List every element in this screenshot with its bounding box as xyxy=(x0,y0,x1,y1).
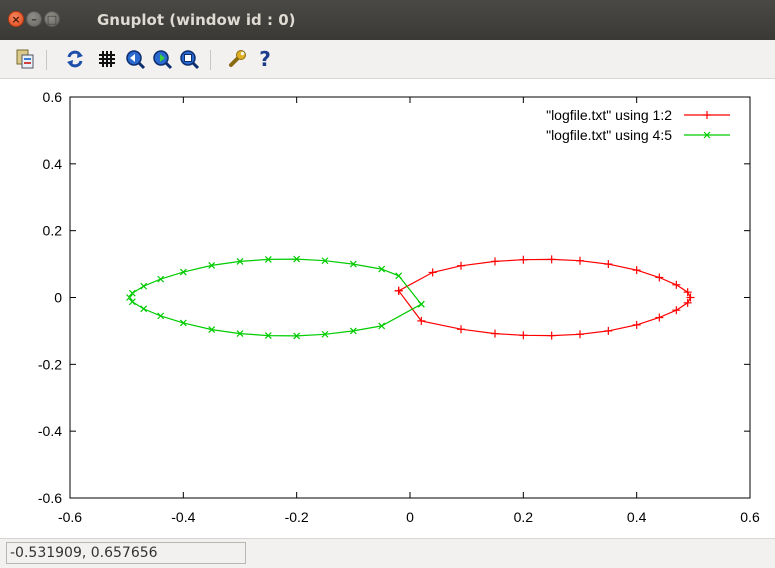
zoom-next-icon[interactable] xyxy=(151,48,173,70)
data-point-marker xyxy=(293,332,301,340)
data-point-marker xyxy=(264,255,272,263)
grid-icon[interactable] xyxy=(96,48,118,70)
x-tick-label: 0.4 xyxy=(627,509,647,525)
data-point-marker xyxy=(321,330,329,338)
close-window-button[interactable]: × xyxy=(8,11,24,27)
data-point-marker xyxy=(128,298,136,306)
y-tick-label: 0.4 xyxy=(43,156,63,172)
y-tick-label: -0.2 xyxy=(38,356,62,372)
data-point-marker xyxy=(179,268,187,276)
plot-area[interactable]: -0.6 -0.4 -0.2 0 0.2 0.4 0.6 0.6 0.4 0.2 0 -0.2 -0.… xyxy=(0,79,775,537)
window-title: Gnuplot (window id : 0) xyxy=(97,11,296,29)
mouse-coordinates-readout: -0.531909, 0.657656 xyxy=(6,542,246,564)
x-tick-label: -0.4 xyxy=(171,509,195,525)
status-bar: -0.531909, 0.657656 xyxy=(0,538,775,568)
autoscale-icon[interactable] xyxy=(178,48,200,70)
y-tick-label: -0.6 xyxy=(38,490,62,506)
data-point-marker xyxy=(321,257,329,265)
y-tick-label: 0.6 xyxy=(43,89,63,105)
data-point-marker xyxy=(378,265,386,273)
data-point-marker xyxy=(179,319,187,327)
data-point-marker xyxy=(293,255,301,263)
data-point-marker xyxy=(236,257,244,265)
data-point-marker xyxy=(140,282,148,290)
series-2 xyxy=(126,255,425,340)
data-point-marker xyxy=(140,305,148,313)
data-point-marker xyxy=(349,327,357,335)
chart: -0.6 -0.4 -0.2 0 0.2 0.4 0.6 0.6 0.4 0.2 0 -0.2 -0.… xyxy=(38,89,760,525)
plot-border xyxy=(69,96,751,499)
y-tick-label: 0.2 xyxy=(43,223,63,239)
x-tick-label: -0.2 xyxy=(285,509,309,525)
data-point-marker xyxy=(236,330,244,338)
x-tick-label: 0 xyxy=(406,509,414,525)
data-point-marker xyxy=(157,275,165,283)
help-icon[interactable]: ? xyxy=(259,47,271,71)
legend-label: "logfile.txt" using 4:5 xyxy=(546,127,672,143)
replot-icon[interactable] xyxy=(64,48,86,70)
copy-to-clipboard-icon[interactable] xyxy=(14,48,36,70)
data-point-marker xyxy=(378,322,386,330)
y-tick-label: 0 xyxy=(54,290,62,306)
minimize-window-button[interactable]: – xyxy=(26,11,42,27)
settings-wrench-icon[interactable] xyxy=(226,48,248,70)
data-point-marker xyxy=(417,300,425,308)
data-point-marker xyxy=(349,260,357,268)
series-line xyxy=(128,258,422,337)
data-point-marker xyxy=(128,289,136,297)
x-tick-label: 0.2 xyxy=(514,509,534,525)
window-titlebar[interactable]: × – □ Gnuplot (window id : 0) xyxy=(0,0,775,41)
data-point-marker xyxy=(703,131,711,139)
x-tick-label: 0.6 xyxy=(740,509,760,525)
y-tick-label: -0.4 xyxy=(38,423,62,439)
series-line xyxy=(398,258,692,337)
data-point-marker xyxy=(157,312,165,320)
data-point-marker xyxy=(395,272,403,280)
toolbar-separator xyxy=(210,50,211,70)
legend-label: "logfile.txt" using 1:2 xyxy=(546,107,672,123)
toolbar: ? xyxy=(0,40,775,79)
series-1 xyxy=(394,255,695,340)
data-point-marker xyxy=(264,332,272,340)
toolbar-separator xyxy=(46,50,47,70)
x-tick-label: -0.6 xyxy=(58,509,82,525)
data-point-marker xyxy=(126,294,133,301)
data-point-marker xyxy=(208,326,216,334)
maximize-window-button[interactable]: □ xyxy=(44,11,60,27)
zoom-previous-icon[interactable] xyxy=(124,48,146,70)
data-point-marker xyxy=(208,261,216,269)
